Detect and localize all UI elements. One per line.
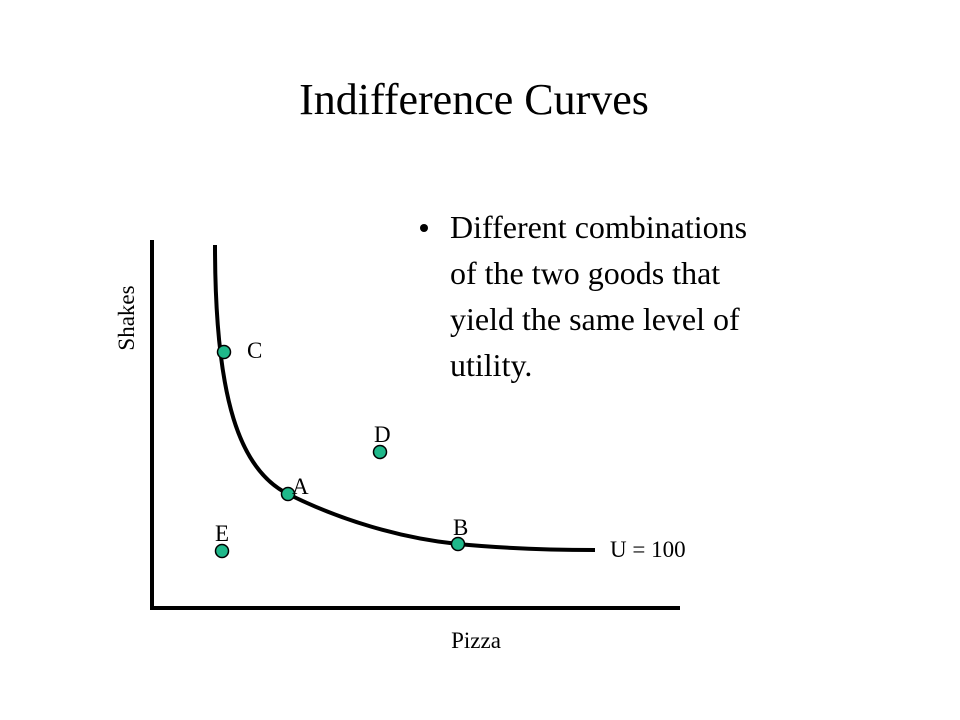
point-label: E (215, 521, 229, 546)
point (280, 486, 296, 502)
point-label: C (247, 338, 262, 363)
point-label: A (292, 474, 309, 499)
point (214, 543, 230, 559)
indifference-curve (213, 244, 596, 552)
title: Indifference Curves (299, 75, 649, 124)
x-axis-label: Pizza (451, 628, 501, 653)
bullet-line: utility. (450, 347, 532, 383)
point-label: D (374, 422, 391, 447)
point (450, 536, 466, 552)
curve-label: U = 100 (610, 537, 686, 562)
point (372, 444, 388, 460)
point-label: B (453, 515, 468, 540)
y-axis-label: Shakes (114, 285, 139, 350)
bullet-line: yield the same level of (450, 301, 740, 337)
point (216, 344, 232, 360)
bullet-line: Different combinations (450, 209, 747, 245)
bullet-line: of the two goods that (450, 255, 720, 291)
bullet-dot (420, 224, 428, 232)
